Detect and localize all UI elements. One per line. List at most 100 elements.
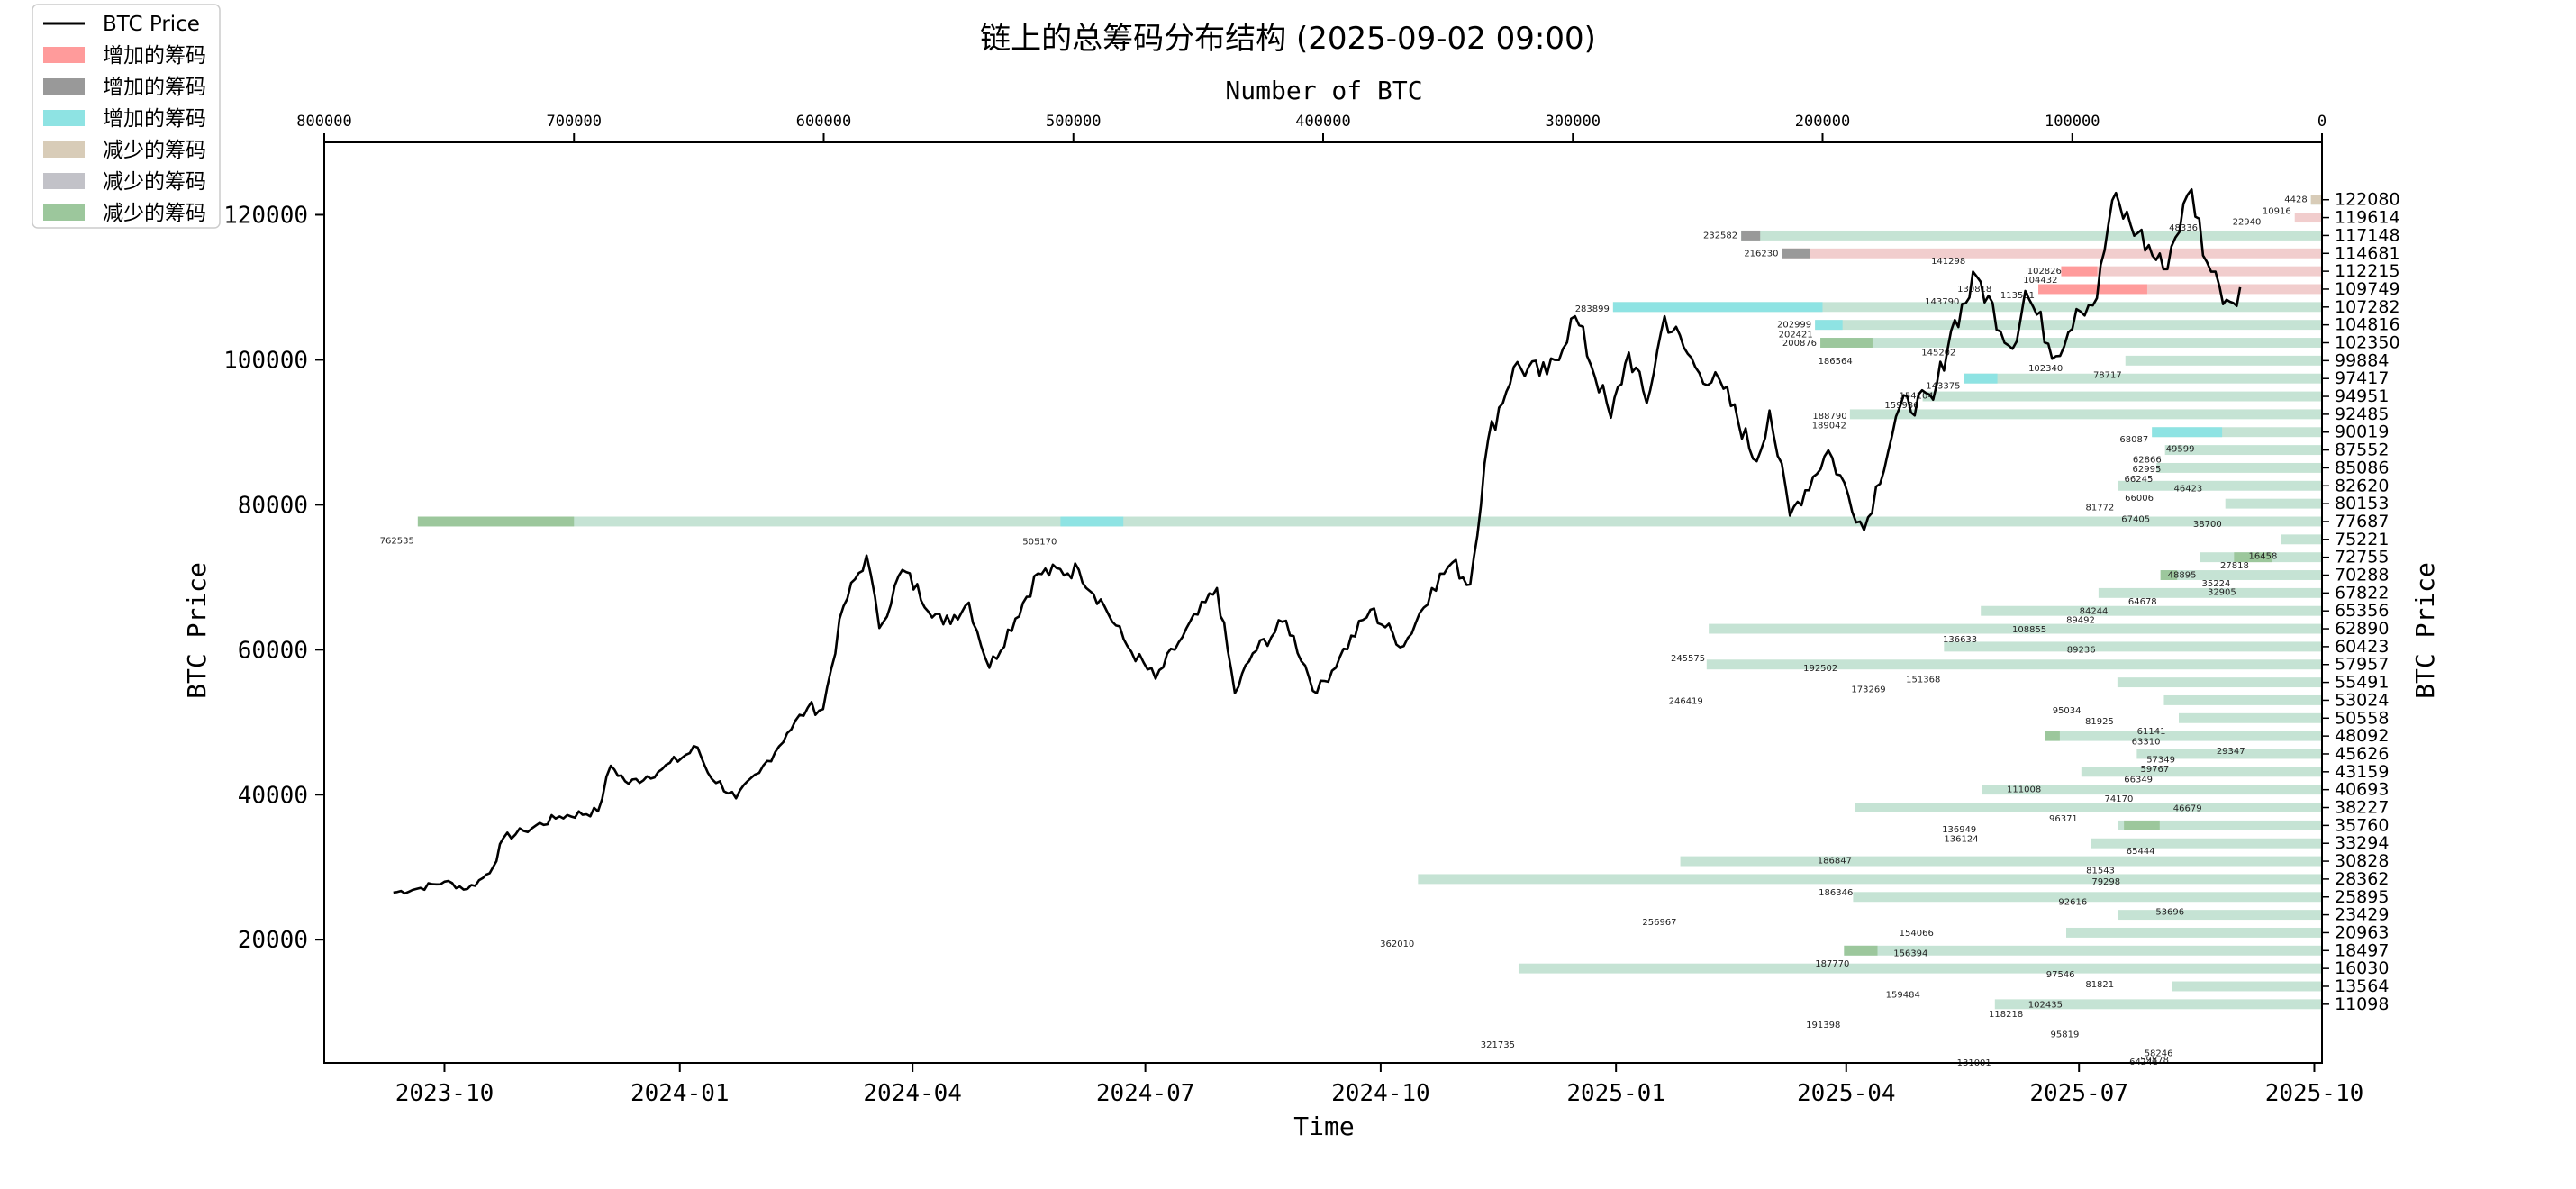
- distribution-value-label: 189042: [1812, 422, 1846, 431]
- distribution-change-bar: [1844, 945, 1878, 956]
- distribution-change-bar: [1741, 230, 1761, 241]
- right-tick-label: 48092: [2335, 726, 2389, 746]
- right-tick-label: 67822: [2335, 583, 2389, 603]
- distribution-value-label: 95819: [2051, 1030, 2080, 1040]
- distribution-bar: [1964, 373, 2322, 384]
- right-tick-label: 33294: [2335, 833, 2389, 853]
- distribution-value-label: 104432: [2023, 276, 2057, 286]
- distribution-value-label: 62995: [2133, 465, 2162, 475]
- distribution-value-label: 362010: [1380, 939, 1414, 949]
- distribution-value-label: 187770: [1815, 959, 1849, 969]
- distribution-bar: [2118, 480, 2322, 491]
- distribution-value-label: 68087: [2119, 435, 2148, 445]
- distribution-value-label: 111008: [2007, 785, 2041, 795]
- right-tick-label: 23429: [2335, 905, 2389, 925]
- x-tick-label: 2025-07: [2029, 1080, 2128, 1107]
- distribution-value-label: 216230: [1744, 249, 1778, 259]
- right-tick-label: 28362: [2335, 869, 2389, 889]
- distribution-value-label: 136949: [1942, 825, 1976, 835]
- distribution-value-label: 63310: [2132, 738, 2161, 748]
- y-tick-label: 100000: [223, 347, 308, 374]
- legend-patch-swatch: [43, 141, 85, 158]
- distribution-change-bar: [2152, 427, 2223, 438]
- distribution-bar: [1680, 856, 2322, 867]
- distribution-bar: [1844, 945, 2322, 956]
- x-axis-label: Time: [1293, 1112, 1354, 1141]
- top-tick-label: 800000: [296, 113, 351, 131]
- distribution-bar: [2061, 266, 2322, 277]
- distribution-change-bar: [2124, 820, 2160, 830]
- distribution-value-label: 186847: [1818, 856, 1852, 866]
- top-axis-ticks: 800000 700000 600000 500000 400000 300000 2000…: [296, 113, 2327, 142]
- distribution-value-label: 89236: [2067, 645, 2096, 655]
- right-tick-label: 119614: [2335, 208, 2400, 228]
- y-tick-label: 120000: [223, 202, 308, 229]
- distribution-change-bar: [2160, 570, 2178, 580]
- distribution-value-label: 102826: [2027, 267, 2062, 277]
- distribution-value-label: 102435: [2028, 1001, 2063, 1011]
- distribution-value-label: 27818: [2220, 561, 2249, 571]
- distribution-bar: [1981, 605, 2322, 616]
- right-tick-label: 50558: [2335, 708, 2389, 728]
- distribution-value-label: 81925: [2085, 717, 2114, 727]
- distribution-value-label: 59878: [2140, 1056, 2169, 1066]
- distribution-value-label: 49599: [2166, 444, 2195, 454]
- right-tick-label: 77687: [2335, 512, 2389, 531]
- distribution-value-label: 4428: [2284, 195, 2307, 205]
- distribution-value-label: 154104: [1900, 392, 1934, 402]
- distribution-value-label: 136633: [1943, 635, 1977, 645]
- distribution-value-label: 59767: [2140, 765, 2169, 775]
- distribution-change-bar: [2045, 731, 2060, 741]
- right-tick-label: 97417: [2335, 368, 2389, 388]
- distribution-value-label: 232582: [1703, 231, 1737, 241]
- distribution-value-label: 96371: [2049, 814, 2078, 824]
- right-tick-label: 16030: [2335, 958, 2389, 978]
- right-tick-label: 30828: [2335, 851, 2389, 871]
- distribution-value-label: 81821: [2085, 980, 2114, 990]
- distribution-value-label: 256967: [1642, 918, 1676, 928]
- distribution-value-label: 78717: [2093, 370, 2122, 380]
- right-tick-label: 11098: [2335, 994, 2389, 1014]
- distribution-bar: [2225, 498, 2322, 509]
- y-tick-label: 60000: [238, 637, 308, 664]
- distribution-value-label: 89492: [2066, 615, 2095, 625]
- distribution-bar: [2136, 749, 2322, 759]
- distribution-bar: [2065, 927, 2322, 938]
- distribution-change-bar: [2038, 284, 2147, 295]
- right-tick-label: 62890: [2335, 619, 2389, 639]
- distribution-change-bar: [1964, 373, 1998, 384]
- distribution-bar: [1418, 874, 2322, 885]
- distribution-value-label: 81772: [2085, 504, 2114, 513]
- distribution-value-label: 186564: [1819, 357, 1853, 367]
- right-tick-label: 20963: [2335, 922, 2389, 942]
- btc-price-line: [393, 188, 2242, 895]
- top-tick-label: 0: [2317, 113, 2327, 131]
- distribution-value-label: 245575: [1671, 654, 1705, 664]
- distribution-change-bar: [1782, 248, 1810, 259]
- distribution-value-label: 159936: [1884, 401, 1918, 411]
- distribution-value-label: 64678: [2128, 597, 2157, 607]
- distribution-value-label: 67405: [2121, 514, 2150, 524]
- distribution-bar: [1820, 338, 2322, 348]
- right-tick-label: 117148: [2335, 225, 2400, 245]
- distribution-value-label: 113591: [2000, 291, 2035, 301]
- right-tick-label: 45626: [2335, 744, 2389, 764]
- distribution-value-label: 10916: [2263, 206, 2291, 216]
- distribution-value-label: 191398: [1806, 1021, 1840, 1030]
- y-axis-label: BTC Price: [182, 562, 212, 699]
- distribution-bar: [1815, 320, 2322, 331]
- right-tick-label: 90019: [2335, 422, 2389, 442]
- right-tick-label: 72755: [2335, 548, 2389, 567]
- right-tick-label: 75221: [2335, 530, 2389, 549]
- distribution-change-bar: [2310, 195, 2322, 205]
- right-tick-label: 13564: [2335, 976, 2389, 996]
- legend-patch-swatch: [43, 78, 85, 95]
- distribution-value-label: 159484: [1886, 990, 1920, 1000]
- y-tick-label: 20000: [238, 927, 308, 954]
- x-tick-label: 2024-10: [1331, 1080, 1430, 1107]
- distribution-bar: [2098, 587, 2322, 598]
- right-tick-label: 55491: [2335, 673, 2389, 693]
- distribution-value-label: 57349: [2146, 756, 2175, 766]
- distribution-value-label: 62866: [2133, 455, 2162, 465]
